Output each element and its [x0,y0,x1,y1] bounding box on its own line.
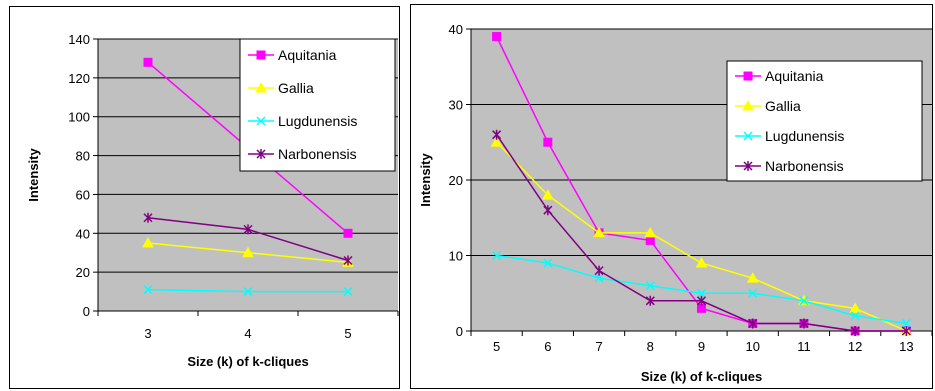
right-chart-legend-marker-aquitania [743,71,753,81]
right-chart-series-narbonensis-point [850,326,860,336]
right-chart-x-tick-label: 5 [493,339,500,354]
right-chart-legend-marker-narbonensis [743,161,753,171]
left-chart-series-narbonensis-point [243,224,253,235]
left-chart-x-tick-label: 4 [244,326,251,341]
right-chart-x-tick-label: 8 [647,339,654,354]
right-chart-x-tick-label: 9 [698,339,705,354]
left-chart-y-tick-label: 60 [76,187,90,202]
left-chart-legend-label-narbonensis: Narbonensis [278,146,357,162]
right-chart-series-narbonensis-point [543,205,553,216]
left-chart-y-tick-label: 140 [68,32,90,47]
right-chart-series-gallia-point [593,226,605,238]
left-chart-x-tick-label: 5 [344,326,351,341]
right-chart-legend-marker-lugdunensis [743,131,753,141]
left-chart-series-aquitania-point [343,228,353,238]
left-chart-legend-marker-narbonensis [256,149,266,159]
left-chart-legend-label-lugdunensis: Lugdunensis [278,113,357,129]
right-chart-x-tick-label: 11 [797,339,811,354]
right-chart-y-tick-label: 20 [449,173,463,188]
right-chart-series-aquitania-point [492,32,502,42]
left-chart-series-narbonensis-point [343,255,353,266]
left-chart-y-tick-label: 40 [76,226,90,241]
left-chart-x-axis-label: Size (k) of k-cliques [187,354,308,369]
right-chart-legend-label-lugdunensis: Lugdunensis [765,128,844,144]
left-chart-legend-label-gallia: Gallia [278,80,314,96]
right-chart-x-tick-label: 13 [899,339,913,354]
right-chart-series-gallia-point [849,302,862,313]
right-chart-series-gallia-point [746,272,759,283]
right-chart-series-narbonensis-point [799,318,809,329]
right-chart-x-tick-label: 12 [848,339,862,354]
right-chart-series-aquitania-point [543,137,553,147]
right-chart-legend [726,60,923,182]
right-chart-series-lugdunensis-point [645,281,655,291]
right-chart-series-lugdunensis-point [594,273,604,283]
right-chart-series-aquitania-point [645,235,655,245]
left-chart-y-tick-label: 120 [68,71,90,86]
left-chart-series-narbonensis-point [143,212,153,223]
right-chart-y-tick-label: 10 [449,249,463,264]
left-chart-y-tick-label: 20 [76,265,90,280]
right-chart-x-tick-label: 7 [595,339,602,354]
right-chart-series-lugdunensis-point [543,258,553,268]
left-chart-legend [239,38,396,172]
right-chart-y-tick-label: 0 [456,324,463,339]
left-chart-x-tick-label: 3 [144,326,151,341]
left-chart-legend-marker-gallia [255,81,267,93]
right-chart-y-tick-label: 30 [449,98,463,113]
right-chart-legend-label-gallia: Gallia [765,98,801,114]
right-chart-y-axis-label: Intensity [418,153,433,207]
right-chart-series-gallia-point [695,257,708,268]
right-chart-legend-marker-gallia [742,99,754,111]
left-chart-series-gallia-point [142,236,154,248]
left-chart-legend-label-aquitania: Aquitania [278,47,337,63]
left-chart-series-aquitania-point [143,57,153,67]
right-chart-series-lugdunensis-point [696,288,707,298]
right-chart-series-lugdunensis-point [748,288,758,298]
right-chart-series-narbonensis-point [696,295,707,306]
right-chart-x-axis-label: Size (k) of k-cliques [641,369,762,384]
left-chart-y-axis-label: Intensity [26,148,41,202]
right-chart-legend-label-narbonensis: Narbonensis [765,158,844,174]
left-chart-y-tick-label: 100 [68,110,90,125]
chart-left: 0 20 40 60 80 100 120 140 3 4 5 Size (k) of k-cliqu… [9,6,400,389]
right-chart-x-tick-label: 10 [745,339,759,354]
left-chart-series-lugdunensis-point [143,285,153,295]
right-chart-series-narbonensis-point [901,326,911,336]
right-chart-x-tick-label: 6 [544,339,551,354]
chart-right: 0 10 20 30 40 5 6 7 8 9 10 11 12 13 Size (k) of k-cliq… [410,4,933,389]
left-chart-y-tick-label: 0 [83,304,90,319]
right-chart-series-gallia-point [541,189,554,200]
left-chart-legend-marker-lugdunensis [256,116,266,126]
right-chart-series-narbonensis-point [645,295,655,306]
right-chart-series-gallia-point [644,226,657,238]
left-chart-series-lugdunensis-point [343,287,353,297]
right-chart-series-lugdunensis-point [492,250,502,261]
right-chart-series-lugdunensis-point [901,318,911,328]
left-chart-legend-marker-aquitania [256,50,266,60]
right-chart-y-tick-label: 40 [449,22,463,37]
left-chart-series-gallia-point [242,246,254,258]
left-chart-y-tick-label: 80 [76,149,90,164]
right-chart-series-narbonensis-point [492,129,502,140]
left-chart-series-lugdunensis-point [243,287,253,297]
right-chart-series-lugdunensis-point [799,296,809,306]
right-chart-series-lugdunensis-point [850,311,860,321]
right-chart-legend-label-aquitania: Aquitania [765,68,824,84]
right-chart-series-narbonensis-point [594,265,604,276]
right-chart-series-narbonensis-point [748,318,758,329]
right-chart-series-gallia-point [490,136,503,147]
